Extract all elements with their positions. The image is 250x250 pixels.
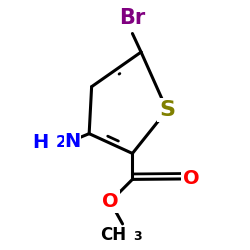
Text: N: N — [64, 132, 81, 150]
Text: 3: 3 — [134, 230, 142, 243]
Text: CH: CH — [100, 226, 126, 244]
Text: H: H — [32, 133, 48, 152]
Text: S: S — [159, 100, 175, 120]
Text: O: O — [102, 192, 118, 211]
Text: 2: 2 — [56, 135, 66, 150]
Text: Br: Br — [119, 8, 146, 28]
Text: O: O — [184, 170, 200, 188]
